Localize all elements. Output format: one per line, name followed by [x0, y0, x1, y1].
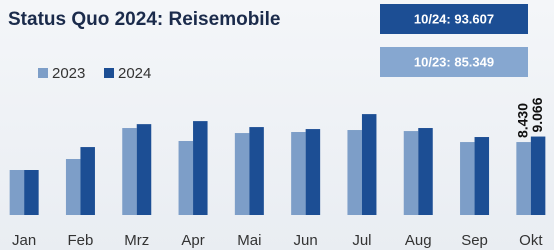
chart-title: Status Quo 2024: Reisemobile: [8, 9, 280, 30]
bar: [531, 137, 546, 215]
bar: [137, 124, 152, 215]
x-tick-label: Mrz: [124, 232, 149, 249]
chart: Status Quo 2024: Reisemobile 10/24: 93.6…: [0, 0, 554, 250]
x-tick-label: Jun: [294, 232, 318, 249]
bar: [193, 121, 208, 215]
bar: [66, 159, 81, 215]
x-tick-label: Sep: [461, 232, 488, 249]
bar: [347, 130, 362, 215]
x-tick-label: Jan: [12, 232, 36, 249]
bar: [460, 142, 475, 215]
annotation-text: 10/24: 93.607: [414, 11, 494, 26]
bar: [80, 147, 95, 215]
bar: [475, 137, 490, 215]
page: Status Quo 2024: Reisemobile 10/24: 93.6…: [0, 0, 554, 250]
bar: [24, 170, 39, 215]
value-label: 9.066: [529, 97, 545, 132]
legend-swatch: [38, 68, 48, 78]
bar: [418, 128, 433, 215]
legend-label: 2024: [118, 65, 151, 82]
x-tick-label: Mai: [237, 232, 261, 249]
bar: [122, 128, 137, 215]
bar: [10, 170, 25, 215]
x-tick-label: Okt: [519, 232, 543, 249]
bar: [516, 142, 531, 215]
bar: [179, 141, 194, 215]
bar: [362, 114, 377, 215]
x-tick-label: Aug: [405, 232, 432, 249]
bar: [291, 132, 306, 215]
legend-label: 2023: [52, 65, 85, 82]
bar: [404, 131, 419, 215]
bar: [235, 133, 250, 215]
legend-swatch: [104, 68, 114, 78]
x-tick-label: Apr: [181, 232, 204, 249]
x-tick-label: Feb: [68, 232, 94, 249]
x-tick-label: Jul: [352, 232, 371, 249]
bar: [249, 127, 264, 215]
annotation-text: 10/23: 85.349: [414, 54, 494, 69]
bar: [306, 129, 321, 215]
